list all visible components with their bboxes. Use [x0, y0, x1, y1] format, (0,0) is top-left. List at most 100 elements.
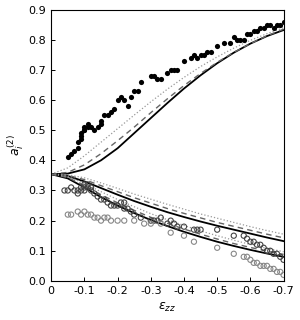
- Point: [274, 269, 279, 275]
- Point: [112, 107, 117, 112]
- Point: [122, 206, 127, 211]
- Point: [251, 260, 256, 265]
- Point: [118, 200, 123, 205]
- Point: [128, 94, 133, 100]
- Point: [105, 200, 110, 205]
- Point: [248, 257, 253, 262]
- Point: [142, 221, 147, 226]
- Point: [112, 203, 117, 208]
- Point: [118, 94, 123, 100]
- Point: [255, 242, 260, 247]
- Point: [271, 25, 276, 30]
- Point: [132, 218, 136, 223]
- Point: [79, 185, 83, 190]
- Point: [245, 31, 250, 36]
- Point: [82, 182, 87, 187]
- Point: [88, 185, 93, 190]
- Point: [248, 31, 253, 36]
- Point: [92, 128, 97, 133]
- Point: [191, 227, 196, 232]
- Point: [258, 25, 263, 30]
- Point: [261, 245, 266, 250]
- Point: [182, 233, 186, 238]
- Point: [235, 37, 239, 42]
- Point: [258, 263, 263, 268]
- Point: [79, 137, 83, 142]
- Point: [102, 215, 107, 220]
- Point: [215, 227, 220, 232]
- Point: [172, 221, 176, 226]
- Point: [172, 67, 176, 72]
- Point: [122, 218, 127, 223]
- Point: [85, 122, 90, 127]
- Point: [221, 40, 226, 45]
- Point: [241, 233, 246, 238]
- Point: [82, 128, 87, 133]
- Point: [92, 215, 97, 220]
- Point: [122, 200, 127, 205]
- Point: [248, 239, 253, 244]
- Point: [65, 155, 70, 160]
- Point: [148, 218, 153, 223]
- Point: [128, 209, 133, 214]
- Point: [195, 227, 200, 232]
- Point: [132, 212, 136, 217]
- Point: [268, 266, 273, 271]
- Point: [191, 52, 196, 57]
- Point: [99, 122, 103, 127]
- Point: [69, 185, 74, 190]
- Point: [175, 67, 180, 72]
- Point: [245, 254, 250, 260]
- Point: [82, 188, 87, 193]
- Point: [231, 251, 236, 256]
- Point: [274, 251, 279, 256]
- Point: [158, 215, 163, 220]
- Point: [85, 124, 90, 130]
- Point: [105, 215, 110, 220]
- Point: [85, 182, 90, 187]
- Point: [148, 221, 153, 226]
- Point: [265, 248, 269, 253]
- Point: [85, 212, 90, 217]
- Point: [69, 152, 74, 157]
- Point: [138, 215, 143, 220]
- Point: [202, 52, 206, 57]
- Point: [281, 257, 286, 262]
- Point: [79, 188, 83, 193]
- Point: [278, 254, 283, 260]
- Point: [109, 109, 113, 115]
- Point: [155, 218, 160, 223]
- Point: [122, 98, 127, 103]
- Point: [268, 248, 273, 253]
- Point: [99, 197, 103, 202]
- Point: [88, 212, 93, 217]
- Point: [168, 230, 173, 235]
- Point: [72, 149, 77, 154]
- Point: [115, 98, 120, 103]
- Point: [95, 215, 100, 220]
- Point: [99, 218, 103, 223]
- Point: [241, 37, 246, 42]
- Point: [62, 188, 67, 193]
- Point: [82, 185, 87, 190]
- Point: [258, 242, 263, 247]
- Point: [82, 128, 87, 133]
- Point: [85, 185, 90, 190]
- Point: [191, 239, 196, 244]
- Point: [261, 25, 266, 30]
- Point: [105, 113, 110, 118]
- Point: [109, 203, 113, 208]
- Point: [75, 191, 80, 196]
- Y-axis label: $a_i^{(2)}$: $a_i^{(2)}$: [6, 134, 26, 156]
- Point: [198, 52, 203, 57]
- Point: [281, 272, 286, 277]
- Point: [95, 124, 100, 130]
- Point: [115, 218, 120, 223]
- Point: [115, 203, 120, 208]
- Point: [135, 88, 140, 93]
- Point: [109, 218, 113, 223]
- Point: [281, 19, 286, 24]
- Point: [238, 37, 243, 42]
- Point: [215, 43, 220, 48]
- Point: [132, 88, 136, 93]
